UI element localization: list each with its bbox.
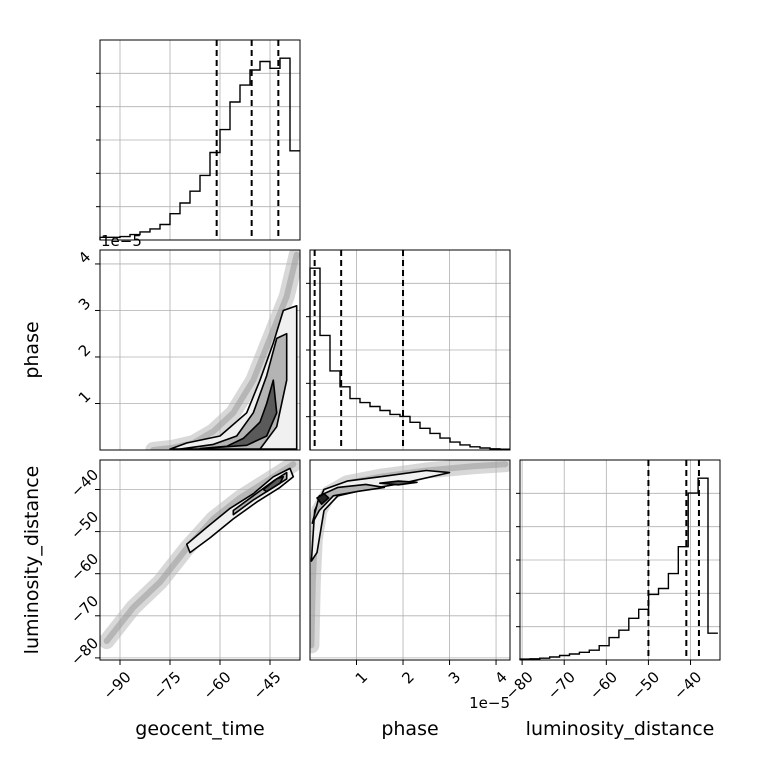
panel-frame: [99, 249, 301, 451]
x-tick-label: 2: [398, 668, 417, 687]
contour-level-1: [311, 483, 386, 525]
y-tick-label: −40: [67, 466, 102, 501]
x-tick-label: −60: [200, 668, 235, 703]
panel-luminosity_distance_vs_phase: [309, 459, 511, 661]
contour-level-2: [378, 480, 418, 486]
phase-x-offset-label: 1e−5: [469, 694, 510, 712]
y-tick-label: −80: [67, 634, 102, 669]
x-tick-label: −60: [586, 668, 621, 703]
x-tick-label: −50: [628, 668, 663, 703]
panel-frame: [99, 39, 301, 241]
gridlines-density: [520, 492, 720, 628]
y-axis-label-luminosity_distance: luminosity_distance: [21, 466, 43, 655]
panel-frame: [309, 249, 511, 451]
density-layer: [310, 460, 510, 654]
density-layer: [145, 250, 300, 450]
contour-level-2: [262, 475, 285, 493]
contour-level-2: [199, 379, 278, 450]
histogram-geocent_time: [99, 57, 300, 240]
phase-y-offset-label: 1e−5: [101, 232, 142, 250]
contour-level-3: [316, 492, 330, 506]
gridlines-density: [100, 72, 300, 208]
gridlines: [310, 460, 510, 660]
y-tick-label: 1: [75, 387, 94, 406]
x-axis-label-phase: phase: [381, 718, 438, 740]
x-tick-label: −45: [250, 668, 285, 703]
x-tick-label: −40: [670, 668, 705, 703]
hist-panel-phase: [306, 249, 511, 451]
y-axis-label-phase: phase: [21, 321, 43, 378]
hist-panel-luminosity_distance: [516, 459, 721, 661]
panel-phase_vs_geocent_time: [99, 249, 301, 451]
y-tick-label: 2: [75, 341, 94, 360]
panel-luminosity_distance_vs_geocent_time: [99, 459, 301, 661]
y-tick-label: −50: [67, 508, 102, 543]
histogram-luminosity_distance: [519, 477, 718, 660]
panel-frame: [519, 459, 721, 661]
histogram-phase: [309, 267, 510, 450]
panel-frame: [309, 459, 511, 661]
x-axis-label-geocent_time: geocent_time: [135, 718, 264, 740]
x-tick-label: −70: [544, 668, 579, 703]
x-tick-label: −90: [100, 668, 135, 703]
x-tick-label: 1: [352, 668, 371, 687]
gridlines-density: [310, 282, 510, 418]
density-layer: [100, 460, 300, 650]
x-tick-label: −75: [150, 668, 185, 703]
y-tick-label: 3: [75, 294, 94, 313]
panel-frame: [99, 459, 301, 661]
x-axis-label-luminosity_distance: luminosity_distance: [526, 718, 715, 740]
y-tick-label: 4: [75, 248, 94, 267]
hist-panel-geocent_time: [96, 39, 301, 241]
y-tick-label: −60: [67, 550, 102, 585]
y-tick-label: −70: [67, 592, 102, 627]
x-tick-label: 3: [445, 668, 464, 687]
